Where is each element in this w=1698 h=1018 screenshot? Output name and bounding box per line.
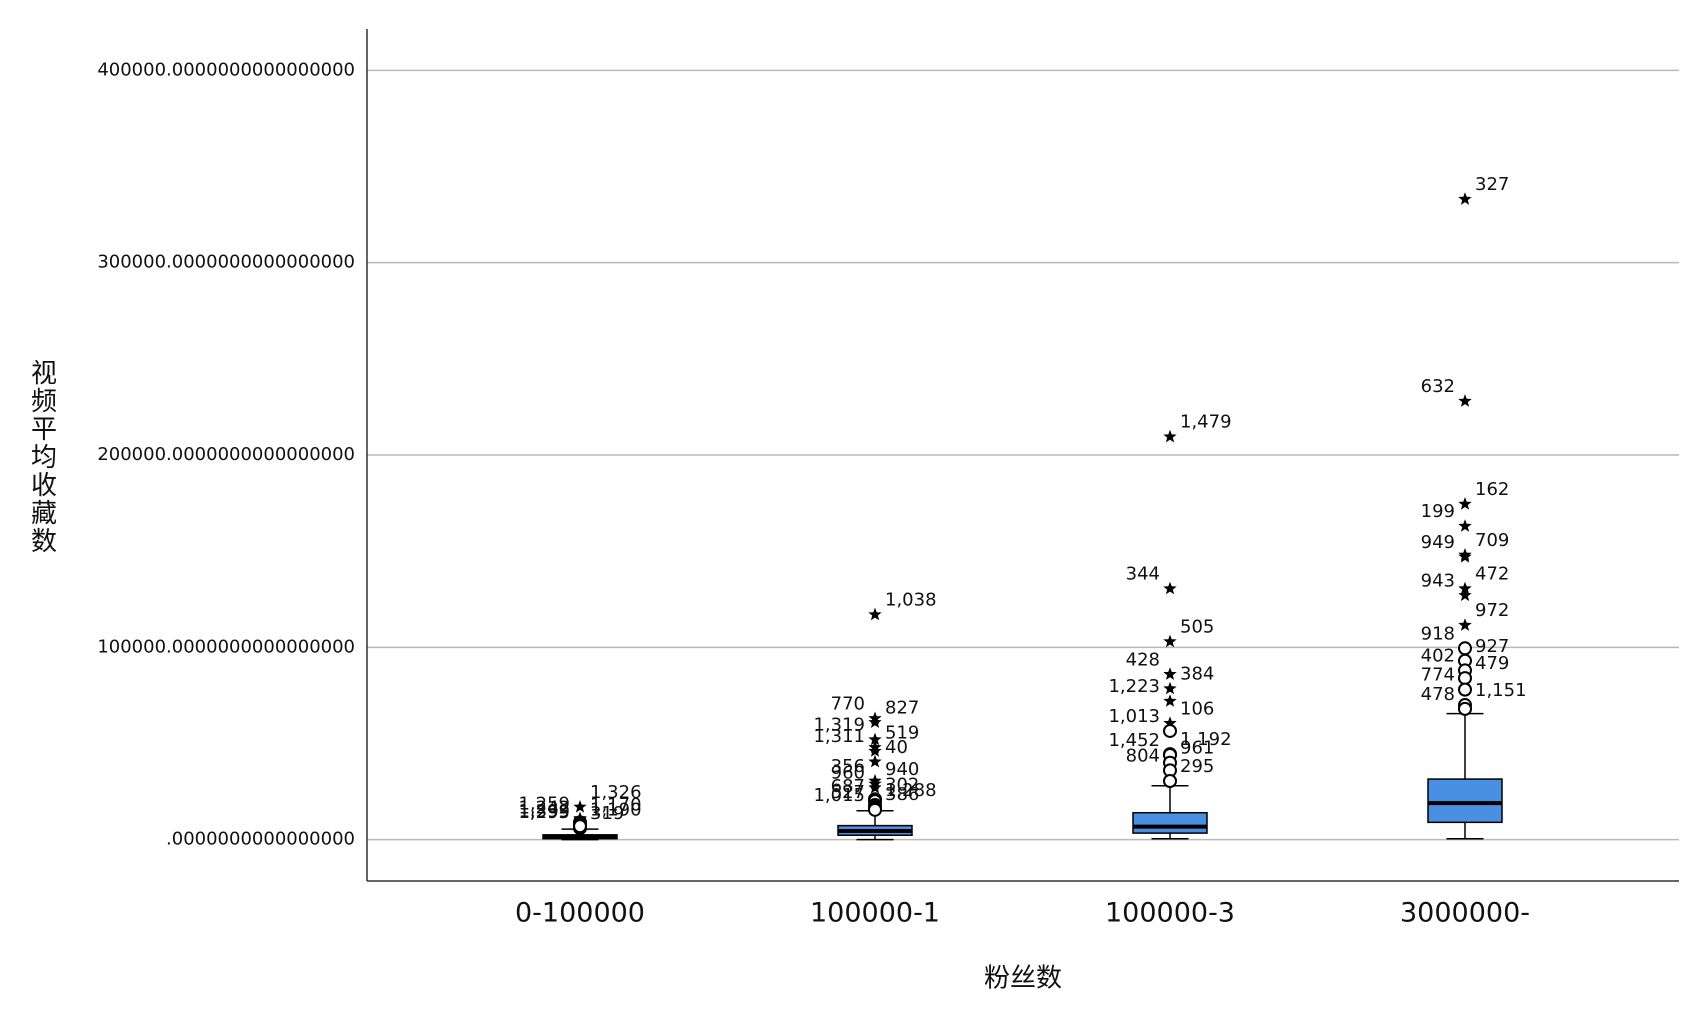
outlier-label: 632 (1421, 376, 1455, 397)
y-tick-label: .0000000000000000 (166, 829, 355, 850)
outlier-label: 774 (1421, 665, 1455, 686)
y-tick-label: 200000.0000000000000000 (97, 444, 355, 465)
outlier-label: 505 (1180, 617, 1214, 638)
outlier-star (868, 744, 882, 757)
outlier-label: 295 (1180, 756, 1214, 777)
outlier-label: 960 (831, 763, 865, 784)
outlier-label: 40 (885, 737, 908, 758)
x-tick-label: 100000-3 (1105, 898, 1235, 929)
outlier-label: 961 (1180, 738, 1214, 759)
outlier-circle (868, 802, 882, 817)
outlier-label: 1,288 (885, 780, 937, 801)
y-tick-label: 400000.0000000000000000 (97, 59, 355, 80)
outlier-label: 519 (885, 722, 919, 743)
outlier-label: 1,015 (813, 785, 865, 806)
x-tick-label: 100000-1 (810, 898, 940, 929)
outlier-label: 479 (1475, 653, 1509, 674)
outlier-star (868, 607, 882, 621)
outlier-star (1163, 694, 1177, 707)
y-axis-title: 视频平均收藏数 (27, 359, 57, 555)
x-tick-label: 0-100000 (515, 898, 645, 929)
box (1132, 811, 1208, 834)
outlier-label: 927 (1475, 636, 1509, 657)
outlier-label: 527 (831, 782, 865, 803)
outlier-label: 1,399 (518, 801, 570, 822)
outlier-circle (1163, 773, 1177, 788)
outlier-star (1458, 497, 1472, 510)
outlier-label: 1,192 (1180, 729, 1232, 750)
outlier-star (1163, 681, 1177, 695)
outlier-label: 302 (885, 774, 919, 795)
box (1427, 778, 1503, 824)
outlier-circle (1458, 641, 1472, 656)
outlier-label: 1,326 (590, 782, 642, 803)
outlier-label: 472 (1475, 564, 1509, 585)
outlier-label: 162 (1475, 479, 1509, 500)
outlier-star (1163, 716, 1177, 729)
outlier-star (1163, 667, 1177, 680)
outlier-label: 199 (1421, 501, 1455, 522)
outlier-circle (1458, 701, 1472, 716)
outlier-label: 972 (1475, 600, 1509, 621)
y-tick-label: 100000.0000000000000000 (97, 636, 355, 657)
outlier-label: 827 (885, 697, 919, 718)
outlier-circle (1458, 671, 1472, 686)
outlier-star (1458, 519, 1472, 532)
outlier-label: 949 (1421, 532, 1455, 553)
outlier-label: 428 (1126, 649, 1160, 670)
outlier-star (868, 732, 882, 746)
outlier-star (1458, 581, 1472, 595)
outlier-label: 402 (1421, 645, 1455, 666)
outlier-label: 1,190 (590, 799, 642, 820)
outlier-star (573, 800, 587, 813)
x-axis-title: 粉丝数 (984, 964, 1062, 994)
outlier-label: 1,479 (1180, 412, 1232, 433)
outlier-label: 770 (831, 693, 865, 714)
outlier-circle (1163, 723, 1177, 738)
outlier-label: 319 (590, 803, 624, 824)
outlier-label: 1,038 (885, 590, 937, 611)
outlier-label: 1,223 (1108, 676, 1160, 697)
outlier-star (1163, 429, 1177, 443)
outlier-label: 327 (1475, 174, 1509, 195)
outlier-label: 940 (885, 759, 919, 780)
outlier-label: 384 (1180, 664, 1214, 685)
outlier-label: 943 (1421, 570, 1455, 591)
outlier-label: 1,319 (813, 715, 865, 736)
outlier-label: 804 (1126, 745, 1160, 766)
outlier-label: 918 (1421, 623, 1455, 644)
outlier-label: 709 (1475, 530, 1509, 551)
outlier-star (1458, 192, 1472, 205)
outlier-label: 344 (1126, 564, 1160, 585)
outlier-label: 1,242 (518, 797, 570, 818)
outlier-circle (1458, 682, 1472, 697)
outlier-star (1458, 549, 1472, 563)
outlier-star (868, 754, 882, 768)
y-tick-label: 300000.0000000000000000 (97, 252, 355, 273)
outlier-star (1458, 394, 1472, 407)
outlier-label: 356 (831, 756, 865, 777)
outlier-label: 106 (1180, 698, 1214, 719)
outlier-label: 1,170 (590, 794, 642, 815)
outlier-star (1458, 588, 1472, 602)
outlier-label: 687 (831, 776, 865, 797)
outlier-label: 1,013 (1108, 706, 1160, 727)
outlier-label: 1,452 (1108, 730, 1160, 751)
outlier-star (1458, 618, 1472, 631)
outlier-label: 1,151 (1475, 680, 1527, 701)
outlier-star (868, 780, 882, 794)
outlier-label: 1,311 (813, 726, 865, 747)
outlier-label: 1,295 (518, 802, 570, 823)
outlier-label: 478 (1421, 684, 1455, 705)
outlier-star (1163, 634, 1177, 648)
x-tick-label: 3000000- (1400, 898, 1530, 929)
outlier-label: 1,259 (518, 793, 570, 814)
outlier-star (868, 715, 882, 728)
outlier-circle (573, 819, 587, 834)
outlier-label: 386 (885, 784, 919, 805)
outlier-star (1163, 581, 1177, 595)
